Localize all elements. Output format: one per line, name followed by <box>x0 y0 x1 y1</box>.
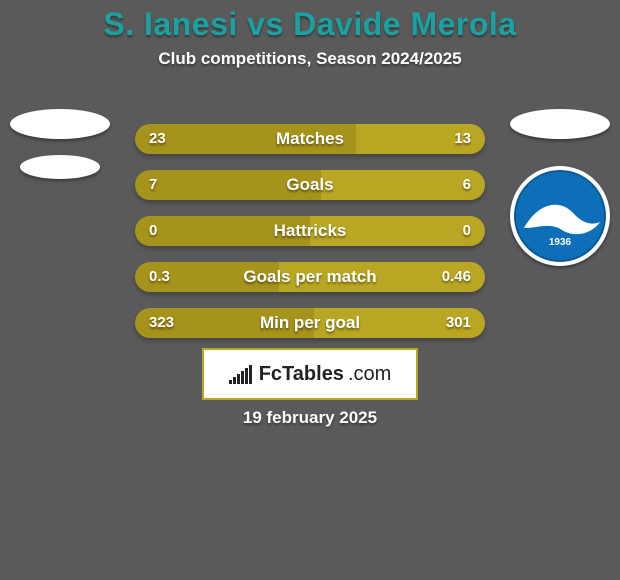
stat-row: 323Min per goal301 <box>0 308 620 338</box>
club-logo-circle: 1936 <box>510 166 610 266</box>
ellipse-placeholder-icon <box>10 109 110 139</box>
stat-label: Goals per match <box>135 262 485 292</box>
page-title: S. Ianesi vs Davide Merola <box>0 0 620 49</box>
stat-row: 23Matches13 <box>0 124 620 154</box>
left-player-badge <box>20 155 100 179</box>
stat-bar: 23Matches13 <box>135 124 485 154</box>
stat-right-value: 0 <box>463 216 471 246</box>
left-player-badge <box>10 109 110 139</box>
bars-icon <box>229 364 255 384</box>
club-year: 1936 <box>516 237 604 248</box>
subtitle: Club competitions, Season 2024/2025 <box>0 49 620 91</box>
dolphin-icon <box>522 198 602 238</box>
stat-bar: 323Min per goal301 <box>135 308 485 338</box>
stat-label: Min per goal <box>135 308 485 338</box>
brand-box: FcTables.com <box>202 348 418 400</box>
right-player-badge <box>510 109 610 139</box>
stat-row: 0.3Goals per match0.46 <box>0 262 620 292</box>
stat-bar: 0.3Goals per match0.46 <box>135 262 485 292</box>
stat-right-value: 0.46 <box>442 262 471 292</box>
brand-name: FcTables <box>259 363 344 386</box>
right-club-badge: 1936 <box>510 166 610 266</box>
stat-bar: 7Goals6 <box>135 170 485 200</box>
footer-date: 19 february 2025 <box>0 408 620 428</box>
stat-right-value: 301 <box>446 308 471 338</box>
brand-suffix: .com <box>348 363 391 386</box>
stat-bar: 0Hattricks0 <box>135 216 485 246</box>
comparison-infographic: S. Ianesi vs Davide Merola Club competit… <box>0 0 620 580</box>
stat-label: Goals <box>135 170 485 200</box>
stat-row: 0Hattricks0 1936 <box>0 216 620 246</box>
stat-right-value: 6 <box>463 170 471 200</box>
ellipse-placeholder-icon <box>20 155 100 179</box>
stat-label: Matches <box>135 124 485 154</box>
ellipse-placeholder-icon <box>510 109 610 139</box>
pescara-logo-icon: 1936 <box>514 170 606 262</box>
stat-right-value: 13 <box>454 124 471 154</box>
stat-label: Hattricks <box>135 216 485 246</box>
